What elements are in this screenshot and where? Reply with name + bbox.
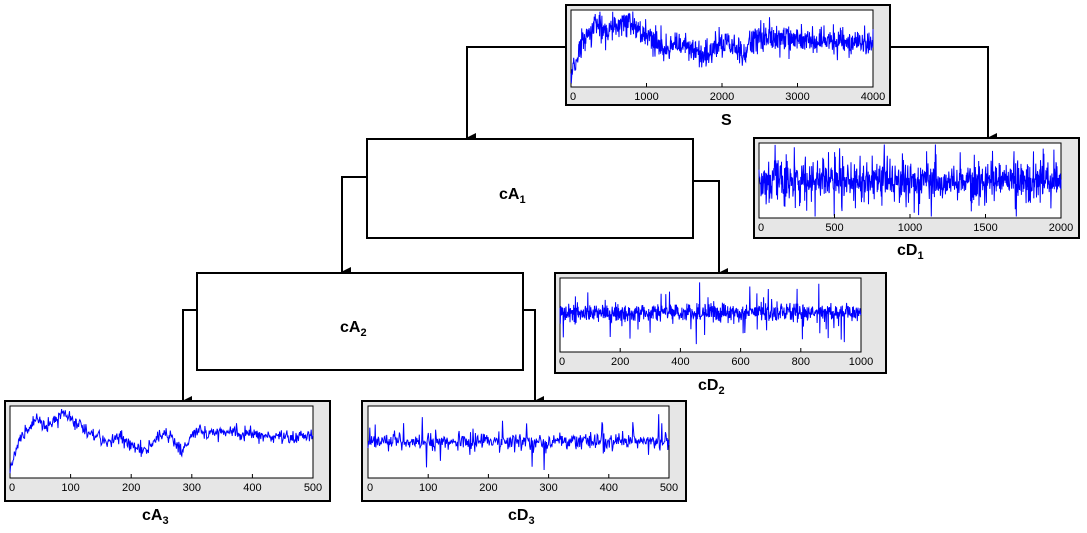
x-tick-label: 0	[758, 222, 764, 234]
arrow-s-to-cd1	[890, 46, 997, 143]
arrow-ca1-to-ca2	[341, 176, 367, 277]
x-tick-label: 500	[304, 482, 322, 494]
x-tick-label: 2000	[710, 91, 734, 103]
x-tick-label: 3000	[785, 91, 809, 103]
x-tick-label: 400	[600, 482, 618, 494]
x-tick-label: 200	[611, 356, 629, 368]
x-tick-label: 1000	[849, 356, 873, 368]
x-tick-label: 0	[367, 482, 373, 494]
signal-trace	[367, 414, 670, 471]
plot-s: 0 1000 2000 3000 4000	[565, 4, 891, 106]
x-tick-label: 1000	[898, 222, 922, 234]
x-tick-label: 1500	[973, 222, 997, 234]
x-tick-label: 100	[61, 482, 79, 494]
x-tick-label: 4000	[861, 91, 885, 103]
x-tick-label: 800	[792, 356, 810, 368]
signal-trace	[9, 409, 314, 474]
node-ca1-box	[366, 138, 694, 239]
x-tick-label: 200	[479, 482, 497, 494]
connectors	[182, 46, 997, 406]
node-ca1: cA1	[366, 138, 694, 239]
x-tick-label: 100	[419, 482, 437, 494]
x-tick-label: 500	[825, 222, 843, 234]
x-tick-label: 2000	[1049, 222, 1073, 234]
caption-s: S	[721, 112, 732, 129]
plot-cd3: 0 100 200 300 400 500	[361, 400, 687, 502]
caption-cd3: cD3	[508, 507, 535, 527]
caption-cd2: cD2	[698, 377, 725, 397]
x-tick-label: 500	[660, 482, 678, 494]
plot-cd2: 0 200 400 600 800 1000	[554, 272, 887, 374]
plot-ca3: 0 100 200 300 400 500	[4, 400, 331, 502]
x-tick-label: 0	[570, 91, 576, 103]
plot-cd1: 0 500 1000 1500 2000	[753, 137, 1080, 239]
x-tick-label: 300	[539, 482, 557, 494]
caption-cd1: cD1	[897, 242, 924, 262]
x-tick-label: 0	[559, 356, 565, 368]
node-ca1-label: cA1	[499, 186, 526, 206]
arrow-ca2-to-ca3	[182, 309, 197, 406]
x-tick-label: 600	[731, 356, 749, 368]
node-ca2-box	[196, 272, 524, 371]
x-tick-label: 400	[243, 482, 261, 494]
signal-trace	[570, 11, 874, 84]
arrow-s-to-ca1	[466, 46, 566, 143]
signal-trace	[758, 144, 1062, 217]
arrow-ca2-to-cd3	[522, 309, 544, 406]
x-tick-label: 200	[122, 482, 140, 494]
x-tick-label: 300	[183, 482, 201, 494]
signal-trace	[559, 282, 862, 345]
caption-ca3: cA3	[142, 507, 169, 527]
arrow-ca1-to-cd2	[693, 180, 728, 278]
x-tick-label: 1000	[634, 91, 658, 103]
x-tick-label: 400	[671, 356, 689, 368]
node-ca2-label: cA2	[340, 319, 367, 339]
x-tick-label: 0	[9, 482, 15, 494]
node-ca2: cA2	[196, 272, 524, 371]
